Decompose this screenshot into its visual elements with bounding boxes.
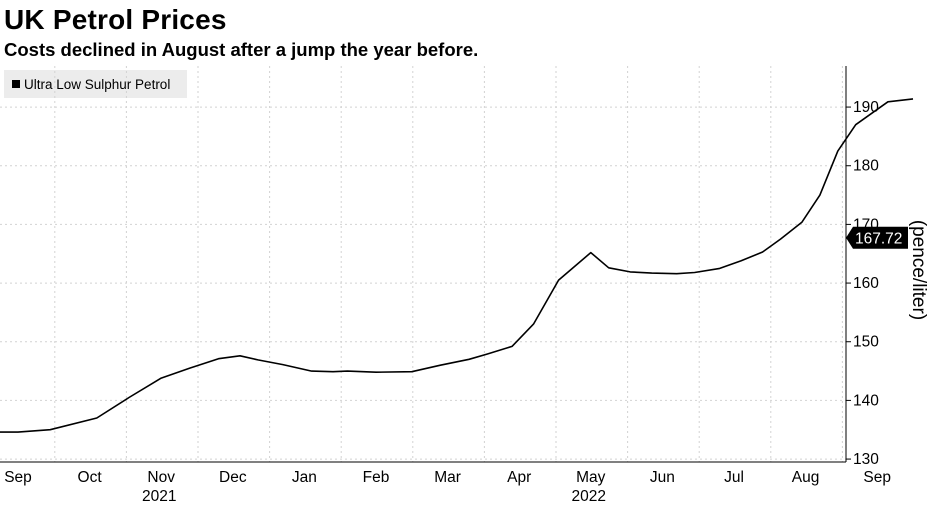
x-tick-label: Jul	[724, 469, 744, 486]
x-tick-label: Oct	[78, 469, 103, 486]
x-tick-label: Apr	[507, 469, 531, 486]
x-tick-label: Jun	[650, 469, 675, 486]
y-tick-label: 190	[853, 99, 879, 116]
x-tick-label: Mar	[434, 469, 461, 486]
x-tick-label: Jan	[292, 469, 317, 486]
x-tick-label: Sep	[863, 469, 891, 486]
series-line	[0, 98, 914, 433]
last-value-label: 167.72	[855, 230, 902, 247]
x-tick-label: Dec	[219, 469, 247, 486]
y-tick-label: 150	[853, 334, 879, 351]
chart-subtitle: Costs declined in August after a jump th…	[4, 39, 479, 60]
y-tick-label: 130	[853, 451, 879, 468]
legend: Ultra Low Sulphur Petrol	[4, 70, 187, 98]
x-tick-label: Feb	[363, 469, 390, 486]
x-tick-label: Sep	[4, 469, 32, 486]
legend-swatch	[12, 80, 20, 88]
y-tick-label: 160	[853, 275, 879, 292]
last-value-tag	[846, 226, 908, 249]
chart-title: UK Petrol Prices	[4, 4, 227, 35]
y-tick-label: 180	[853, 158, 879, 175]
x-tick-label: May	[576, 469, 606, 486]
y-tick-label: 140	[853, 392, 879, 409]
x-tick-label: Aug	[792, 469, 820, 486]
x-year-label: 2022	[572, 488, 606, 505]
x-year-label: 2021	[142, 488, 176, 505]
x-tick-label: Nov	[147, 469, 175, 486]
legend-label: Ultra Low Sulphur Petrol	[24, 76, 171, 92]
